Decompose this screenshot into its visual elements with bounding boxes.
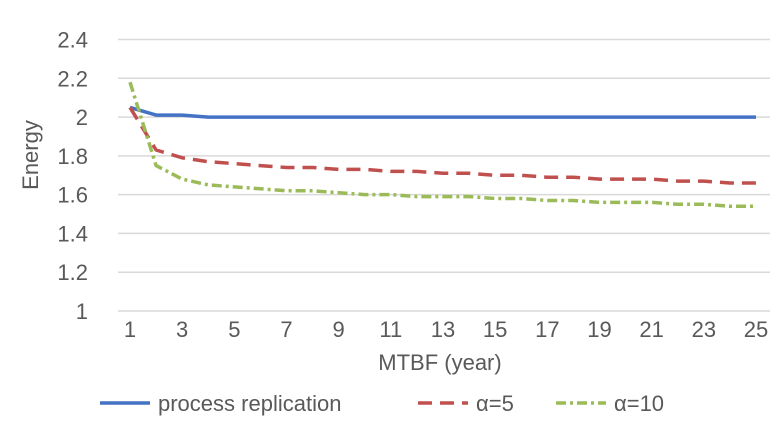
y-tick-label: 1 [76, 299, 88, 324]
x-tick-label: 7 [280, 317, 292, 342]
legend: process replication α=5 α=10 [100, 391, 664, 416]
series-lines [128, 81, 756, 209]
y-tick-label: 2 [76, 105, 88, 130]
y-tick-label: 2.2 [57, 66, 88, 91]
x-axis-ticks: 1 3 5 7 9 11 13 15 17 19 21 23 25 [124, 317, 768, 342]
legend-label-2: α=5 [476, 391, 514, 416]
y-tick-label: 1.2 [57, 260, 88, 285]
series-line-3 [128, 81, 756, 209]
x-tick-label: 21 [639, 317, 663, 342]
y-axis-ticks: 1 1.2 1.4 1.6 1.8 2 2.2 2.4 [57, 28, 88, 325]
y-tick-label: 1.4 [57, 221, 88, 246]
y-tick-label: 1.8 [57, 144, 88, 169]
x-tick-label: 25 [744, 317, 768, 342]
y-tick-label: 2.4 [57, 28, 88, 53]
gridlines [118, 38, 770, 273]
series-line-1 [129, 105, 756, 119]
y-tick-label: 1.6 [57, 183, 88, 208]
x-tick-label: 17 [535, 317, 559, 342]
x-axis-title: MTBF (year) [378, 350, 501, 375]
x-tick-label: 19 [587, 317, 611, 342]
x-tick-label: 3 [176, 317, 188, 342]
x-tick-label: 15 [483, 317, 507, 342]
x-tick-label: 23 [692, 317, 716, 342]
y-axis-title: Energy [18, 120, 43, 190]
x-tick-label: 1 [124, 317, 136, 342]
x-tick-label: 11 [379, 317, 402, 342]
legend-label-1: process replication [158, 391, 341, 416]
legend-label-3: α=10 [614, 391, 664, 416]
x-tick-label: 9 [333, 317, 345, 342]
x-tick-label: 5 [228, 317, 240, 342]
series-line-2 [128, 106, 756, 185]
x-tick-label: 13 [431, 317, 455, 342]
